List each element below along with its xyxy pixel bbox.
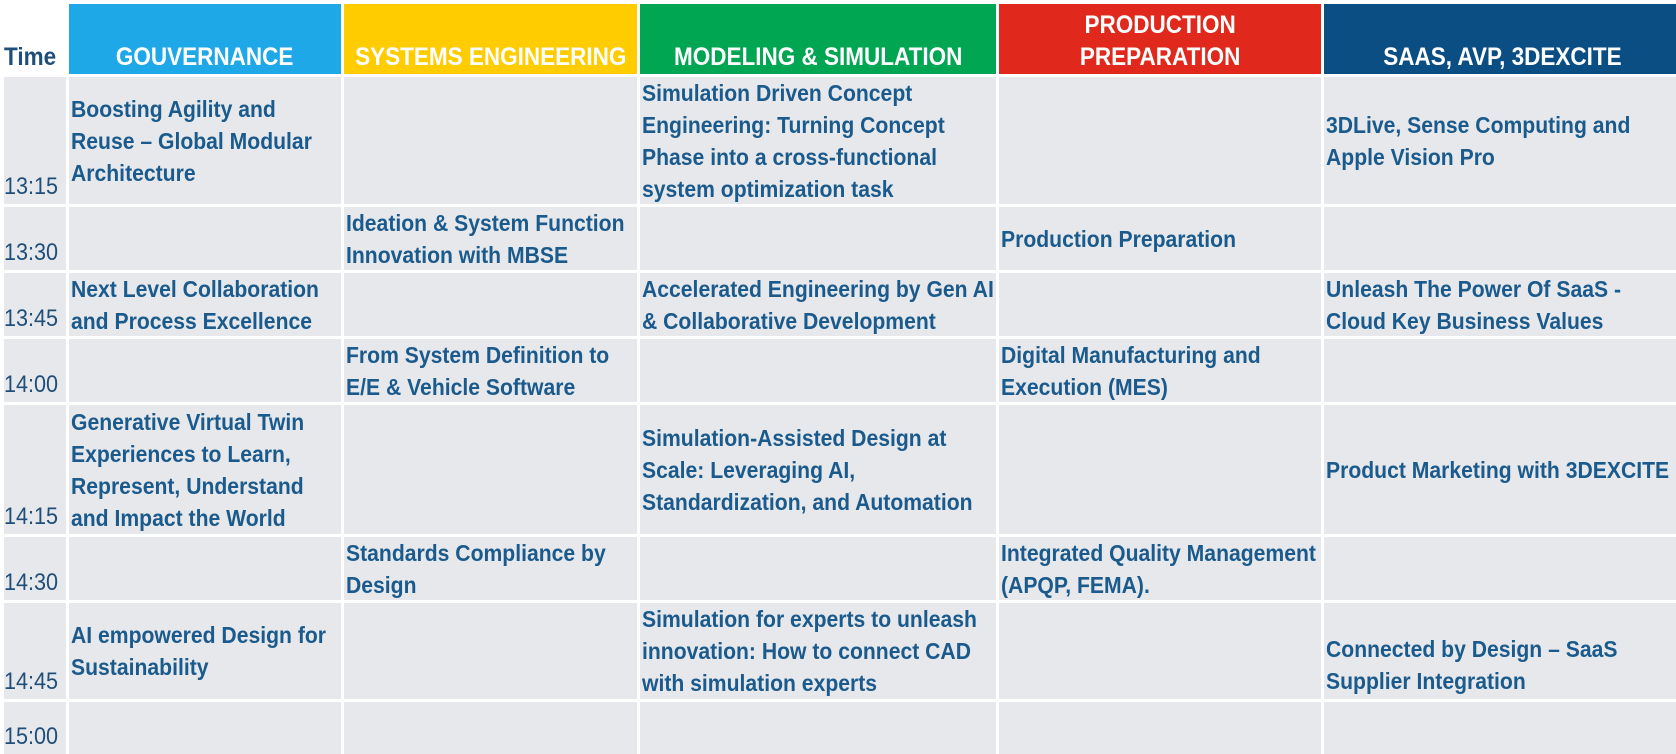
header-production-preparation-label: PRODUCTION PREPARATION <box>1079 11 1241 71</box>
empty-cell <box>1324 537 1676 600</box>
empty-cell <box>999 273 1321 336</box>
session-gouvernance: AI empowered Design for Sustainability <box>69 603 341 699</box>
session-saas: Unleash The Power Of SaaS - Cloud Key Bu… <box>1324 273 1676 336</box>
empty-cell <box>69 207 341 270</box>
empty-cell <box>640 339 996 402</box>
header-production-preparation: PRODUCTION PREPARATION <box>999 4 1321 74</box>
session-saas: Product Marketing with 3DEXCITE <box>1324 405 1676 534</box>
empty-cell <box>640 702 996 754</box>
empty-cell <box>344 702 637 754</box>
empty-cell <box>640 207 996 270</box>
empty-cell <box>344 603 637 699</box>
header-modeling-simulation: MODELING & SIMULATION <box>640 4 996 74</box>
session-modeling: Simulation-Assisted Design at Scale: Lev… <box>640 405 996 534</box>
time-slot: 15:00 <box>4 702 66 754</box>
session-production: Production Preparation <box>999 207 1321 270</box>
empty-cell <box>344 273 637 336</box>
session-gouvernance: Generative Virtual Twin Experiences to L… <box>69 405 341 534</box>
session-modeling: Simulation Driven Concept Engineering: T… <box>640 77 996 204</box>
session-production: Digital Manufacturing and Execution (MES… <box>999 339 1321 402</box>
empty-cell <box>1324 702 1676 754</box>
session-saas: 3DLive, Sense Computing and Apple Vision… <box>1324 77 1676 204</box>
empty-cell <box>999 603 1321 699</box>
empty-cell <box>69 702 341 754</box>
empty-cell <box>1324 207 1676 270</box>
session-systems: From System Definition to E/E & Vehicle … <box>344 339 637 402</box>
session-gouvernance: Next Level Collaboration and Process Exc… <box>69 273 341 336</box>
header-modeling-simulation-label: MODELING & SIMULATION <box>673 43 963 71</box>
session-saas: Connected by Design – SaaS Supplier Inte… <box>1324 603 1676 699</box>
header-systems-engineering-label: SYSTEMS ENGINEERING <box>354 43 627 71</box>
empty-cell <box>999 77 1321 204</box>
header-gouvernance: GOUVERNANCE <box>69 4 341 74</box>
header-systems-engineering: SYSTEMS ENGINEERING <box>344 4 637 74</box>
header-gouvernance-label: GOUVERNANCE <box>116 43 294 71</box>
time-slot: 14:15 <box>4 405 66 534</box>
header-saas-avp-3dexcite: SAAS, AVP, 3DEXCITE <box>1324 4 1676 74</box>
empty-cell <box>344 77 637 204</box>
empty-cell <box>999 702 1321 754</box>
session-gouvernance: Boosting Agility and Reuse – Global Modu… <box>69 77 341 204</box>
empty-cell <box>344 405 637 534</box>
empty-cell <box>69 537 341 600</box>
header-time: Time <box>4 4 66 74</box>
session-modeling: Simulation for experts to unleash innova… <box>640 603 996 699</box>
schedule-grid: Time GOUVERNANCE SYSTEMS ENGINEERING MOD… <box>4 4 1676 754</box>
time-slot: 14:45 <box>4 603 66 699</box>
time-slot: 13:45 <box>4 273 66 336</box>
time-slot: 13:30 <box>4 207 66 270</box>
header-saas-label: SAAS, AVP, 3DEXCITE <box>1382 43 1622 71</box>
time-slot: 13:15 <box>4 77 66 204</box>
empty-cell <box>999 405 1321 534</box>
empty-cell <box>640 537 996 600</box>
session-production: Integrated Quality Management (APQP, FEM… <box>999 537 1321 600</box>
session-systems: Standards Compliance by Design <box>344 537 637 600</box>
time-slot: 14:00 <box>4 339 66 402</box>
time-slot: 14:30 <box>4 537 66 600</box>
empty-cell <box>69 339 341 402</box>
header-time-label: Time <box>4 43 57 71</box>
empty-cell <box>1324 339 1676 402</box>
session-systems: Ideation & System Function Innovation wi… <box>344 207 637 270</box>
session-modeling: Accelerated Engineering by Gen AI & Coll… <box>640 273 996 336</box>
